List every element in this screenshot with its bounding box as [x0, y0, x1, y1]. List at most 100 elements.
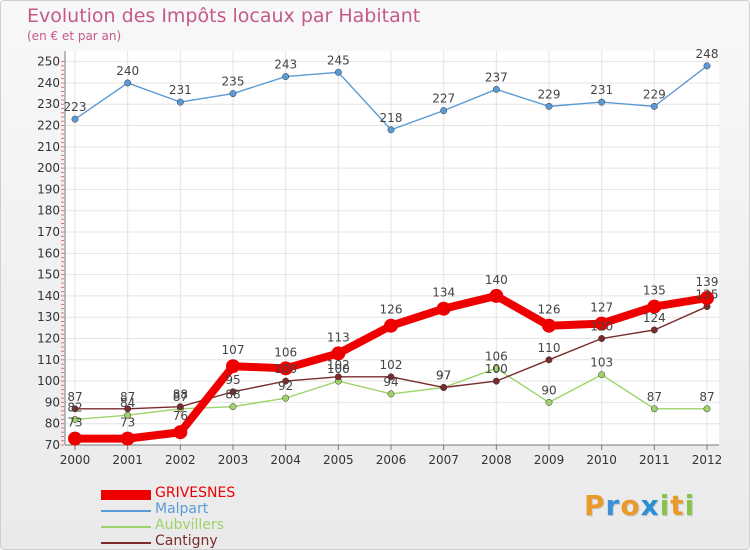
series-aubvillers-point — [71, 415, 79, 423]
logo-letter: o — [620, 489, 641, 522]
series-grivesnes-point — [120, 431, 135, 446]
y-tick-label: 210 — [37, 140, 60, 154]
x-tick-label: 2010 — [586, 453, 617, 467]
series-cantigny-data-label: 135 — [696, 288, 719, 302]
y-tick-label: 180 — [37, 204, 60, 218]
series-cantigny-point — [282, 377, 290, 385]
y-tick-label: 130 — [37, 310, 60, 324]
series-malpart-data-label: 231 — [169, 83, 192, 97]
x-tick-label: 2000 — [60, 453, 91, 467]
logo-letter: i — [684, 489, 696, 522]
logo-letter: r — [605, 489, 621, 522]
y-tick-label: 150 — [37, 268, 60, 282]
series-cantigny-data-label: 100 — [485, 362, 508, 376]
logo-letter: i — [659, 489, 671, 522]
series-cantigny-data-label: 120 — [590, 320, 613, 334]
series-grivesnes-data-label: 135 — [643, 284, 666, 298]
series-grivesnes-point — [331, 346, 346, 361]
series-aubvillers-data-label: 103 — [590, 356, 613, 370]
series-aubvillers-point — [229, 403, 237, 411]
series-cantigny-point — [598, 335, 606, 342]
series-grivesnes-data-label: 107 — [222, 343, 245, 357]
series-grivesnes-data-label: 76 — [173, 409, 188, 423]
series-malpart-data-label: 240 — [116, 64, 139, 78]
series-cantigny-point — [545, 356, 553, 364]
legend-label-grivesnes: GRIVESNES — [155, 485, 236, 501]
series-grivesnes-data-label: 73 — [120, 416, 135, 430]
series-malpart-point — [229, 90, 237, 98]
series-malpart-point — [703, 62, 711, 70]
series-grivesnes-data-label: 73 — [67, 416, 82, 430]
legend: GRIVESNES Malpart Aubvillers Cantigny — [101, 485, 341, 549]
series-grivesnes-point — [68, 431, 82, 446]
y-tick-label: 110 — [37, 353, 60, 367]
series-malpart-point — [124, 79, 132, 87]
legend-label-cantigny: Cantigny — [155, 533, 218, 549]
series-cantigny-data-label: 88 — [173, 388, 188, 402]
series-malpart-data-label: 243 — [274, 58, 297, 72]
y-tick-label: 190 — [37, 182, 60, 196]
legend-item-aubvillers: Aubvillers — [101, 517, 341, 535]
series-malpart-data-label: 245 — [327, 53, 350, 67]
series-cantigny-point — [229, 388, 237, 396]
series-aubvillers-data-label: 106 — [485, 349, 508, 363]
series-cantigny-data-label: 87 — [120, 390, 135, 404]
series-malpart-data-label: 237 — [485, 70, 508, 84]
series-aubvillers-data-label: 87 — [699, 390, 714, 404]
series-aubvillers-point — [387, 390, 395, 398]
series-malpart-point — [387, 126, 395, 134]
y-tick-label: 220 — [37, 119, 60, 133]
series-grivesnes-data-label: 134 — [432, 286, 455, 300]
series-cantigny-data-label: 97 — [436, 368, 451, 382]
series-aubvillers-data-label: 90 — [541, 383, 556, 397]
series-malpart-data-label: 223 — [64, 100, 87, 114]
series-malpart-data-label: 235 — [222, 75, 245, 89]
series-aubvillers-point — [545, 398, 553, 406]
y-tick-label: 230 — [37, 97, 60, 111]
series-grivesnes-point — [226, 359, 240, 374]
series-grivesnes-point — [489, 288, 504, 303]
series-malpart-point — [598, 98, 606, 106]
series-grivesnes-data-label: 139 — [696, 275, 719, 289]
legend-swatch-malpart — [101, 510, 151, 512]
legend-label-aubvillers: Aubvillers — [155, 517, 224, 533]
y-tick-label: 170 — [37, 225, 60, 239]
logo-letter: t — [670, 489, 685, 522]
chart-title: Evolution des Impôts locaux par Habitant — [27, 5, 421, 27]
chart-subtitle: (en € et par an) — [27, 29, 122, 43]
series-cantigny-point — [176, 403, 184, 411]
series-malpart-point — [650, 102, 658, 110]
y-tick-label: 100 — [37, 374, 60, 388]
series-aubvillers-point — [650, 405, 658, 413]
legend-swatch-aubvillers — [101, 526, 151, 528]
series-grivesnes-point — [278, 361, 293, 376]
x-tick-label: 2002 — [165, 453, 196, 467]
series-grivesnes-point — [700, 291, 714, 306]
legend-item-malpart: Malpart — [101, 501, 341, 519]
series-aubvillers-point — [703, 405, 711, 413]
y-tick-label: 80 — [45, 417, 60, 431]
logo-letter: x — [640, 489, 660, 522]
y-tick-label: 140 — [37, 289, 60, 303]
legend-item-grivesnes: GRIVESNES — [101, 485, 341, 503]
x-tick-label: 2001 — [112, 453, 143, 467]
series-grivesnes-point — [647, 299, 662, 314]
series-aubvillers-data-label: 82 — [67, 400, 82, 414]
series-cantigny-data-label: 95 — [225, 373, 240, 387]
series-grivesnes-data-label: 126 — [380, 303, 403, 317]
series-grivesnes-data-label: 113 — [327, 330, 350, 344]
series-malpart-data-label: 231 — [590, 83, 613, 97]
series-grivesnes-point — [594, 316, 609, 331]
x-tick-label: 2006 — [376, 453, 407, 467]
series-grivesnes-point — [173, 425, 188, 440]
series-cantigny-data-label: 102 — [380, 358, 403, 372]
series-malpart-data-label: 248 — [696, 47, 719, 61]
series-cantigny-data-label: 124 — [643, 311, 666, 325]
series-malpart-point — [440, 107, 448, 115]
series-malpart-point — [282, 73, 290, 81]
x-tick-label: 2009 — [534, 453, 565, 467]
series-malpart-point — [492, 85, 500, 93]
series-aubvillers-data-label: 100 — [327, 362, 350, 376]
